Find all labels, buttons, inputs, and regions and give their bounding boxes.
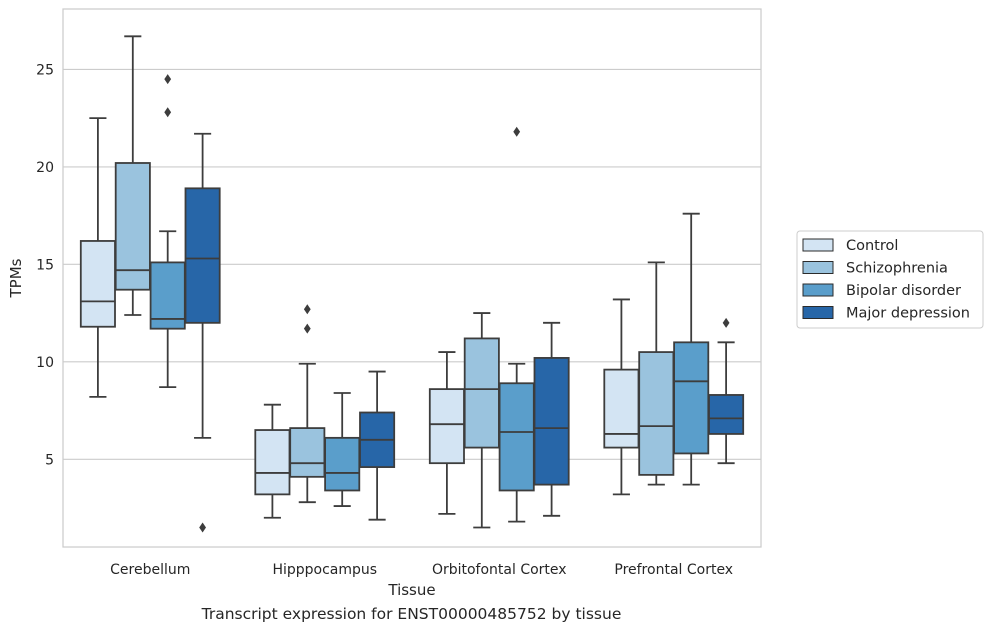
x-axis-ticks: Cerebellum Hipppocampus Orbitofontal Corte…	[110, 562, 733, 578]
box-iqr	[184, 187, 221, 324]
box-iqr	[498, 382, 535, 492]
box	[533, 321, 570, 517]
box-iqr	[428, 388, 465, 465]
legend-label: Major depression	[846, 306, 970, 322]
box-iqr	[603, 368, 640, 449]
box	[114, 35, 151, 316]
box-iqr	[79, 240, 116, 328]
box	[673, 212, 710, 486]
y-tick-label: 25	[36, 62, 54, 78]
box-iqr	[533, 357, 570, 486]
legend-label: Schizophrenia	[846, 261, 948, 277]
x-tick-label: Cerebellum	[110, 562, 190, 578]
box-iqr	[708, 394, 745, 435]
box	[708, 317, 745, 465]
box	[149, 74, 186, 389]
legend-frame	[796, 230, 984, 329]
legend: Control Schizophrenia Bipolar disorder Majo…	[796, 230, 984, 329]
x-tick-label: Prefrontal Cortex	[614, 562, 733, 578]
x-axis-title: Tissue	[387, 581, 435, 599]
box	[498, 126, 535, 523]
box-iqr	[638, 351, 675, 476]
y-tick-label: 15	[36, 257, 54, 273]
box	[254, 403, 291, 519]
chart-caption: Transcript expression for ENST0000048575…	[201, 605, 622, 623]
outlier-point	[164, 107, 172, 118]
outlier-point	[513, 126, 521, 137]
box	[184, 132, 221, 533]
box	[463, 312, 500, 529]
outlier-point	[199, 522, 206, 533]
legend-swatch	[802, 261, 834, 274]
y-axis-title: TPMs	[7, 258, 25, 298]
legend-label: Bipolar disorder	[846, 283, 961, 299]
box-plot-series	[79, 35, 745, 533]
legend-label: Control	[846, 238, 898, 254]
x-tick-label: Hipppocampus	[272, 562, 377, 578]
y-tick-label: 5	[45, 452, 54, 468]
box-iqr	[289, 427, 326, 478]
box	[359, 370, 396, 521]
y-tick-label: 10	[36, 355, 54, 371]
box	[428, 351, 465, 515]
y-tick-label: 20	[36, 160, 54, 176]
series-bipolar-disorder	[149, 74, 710, 523]
outlier-point	[303, 304, 311, 315]
y-axis-ticks: 5 10 15 20 25	[36, 62, 54, 468]
box	[79, 117, 116, 398]
outlier-point	[303, 323, 311, 334]
box-iqr	[463, 337, 500, 449]
x-tick-label: Orbitofontal Cortex	[432, 562, 567, 578]
box	[289, 304, 326, 504]
box-iqr	[254, 429, 291, 496]
plot-area-frame	[62, 8, 762, 548]
series-major-depression	[184, 132, 745, 533]
series-schizophrenia	[114, 35, 675, 529]
legend-swatch	[802, 283, 834, 297]
box-iqr	[673, 341, 710, 455]
legend-swatch	[802, 306, 834, 319]
box-iqr	[324, 436, 361, 492]
legend-swatch	[802, 238, 834, 252]
box	[603, 298, 640, 496]
box	[324, 392, 361, 507]
box	[638, 261, 675, 486]
outlier-point	[164, 74, 172, 85]
outlier-point	[722, 317, 730, 328]
box-iqr	[114, 162, 151, 291]
